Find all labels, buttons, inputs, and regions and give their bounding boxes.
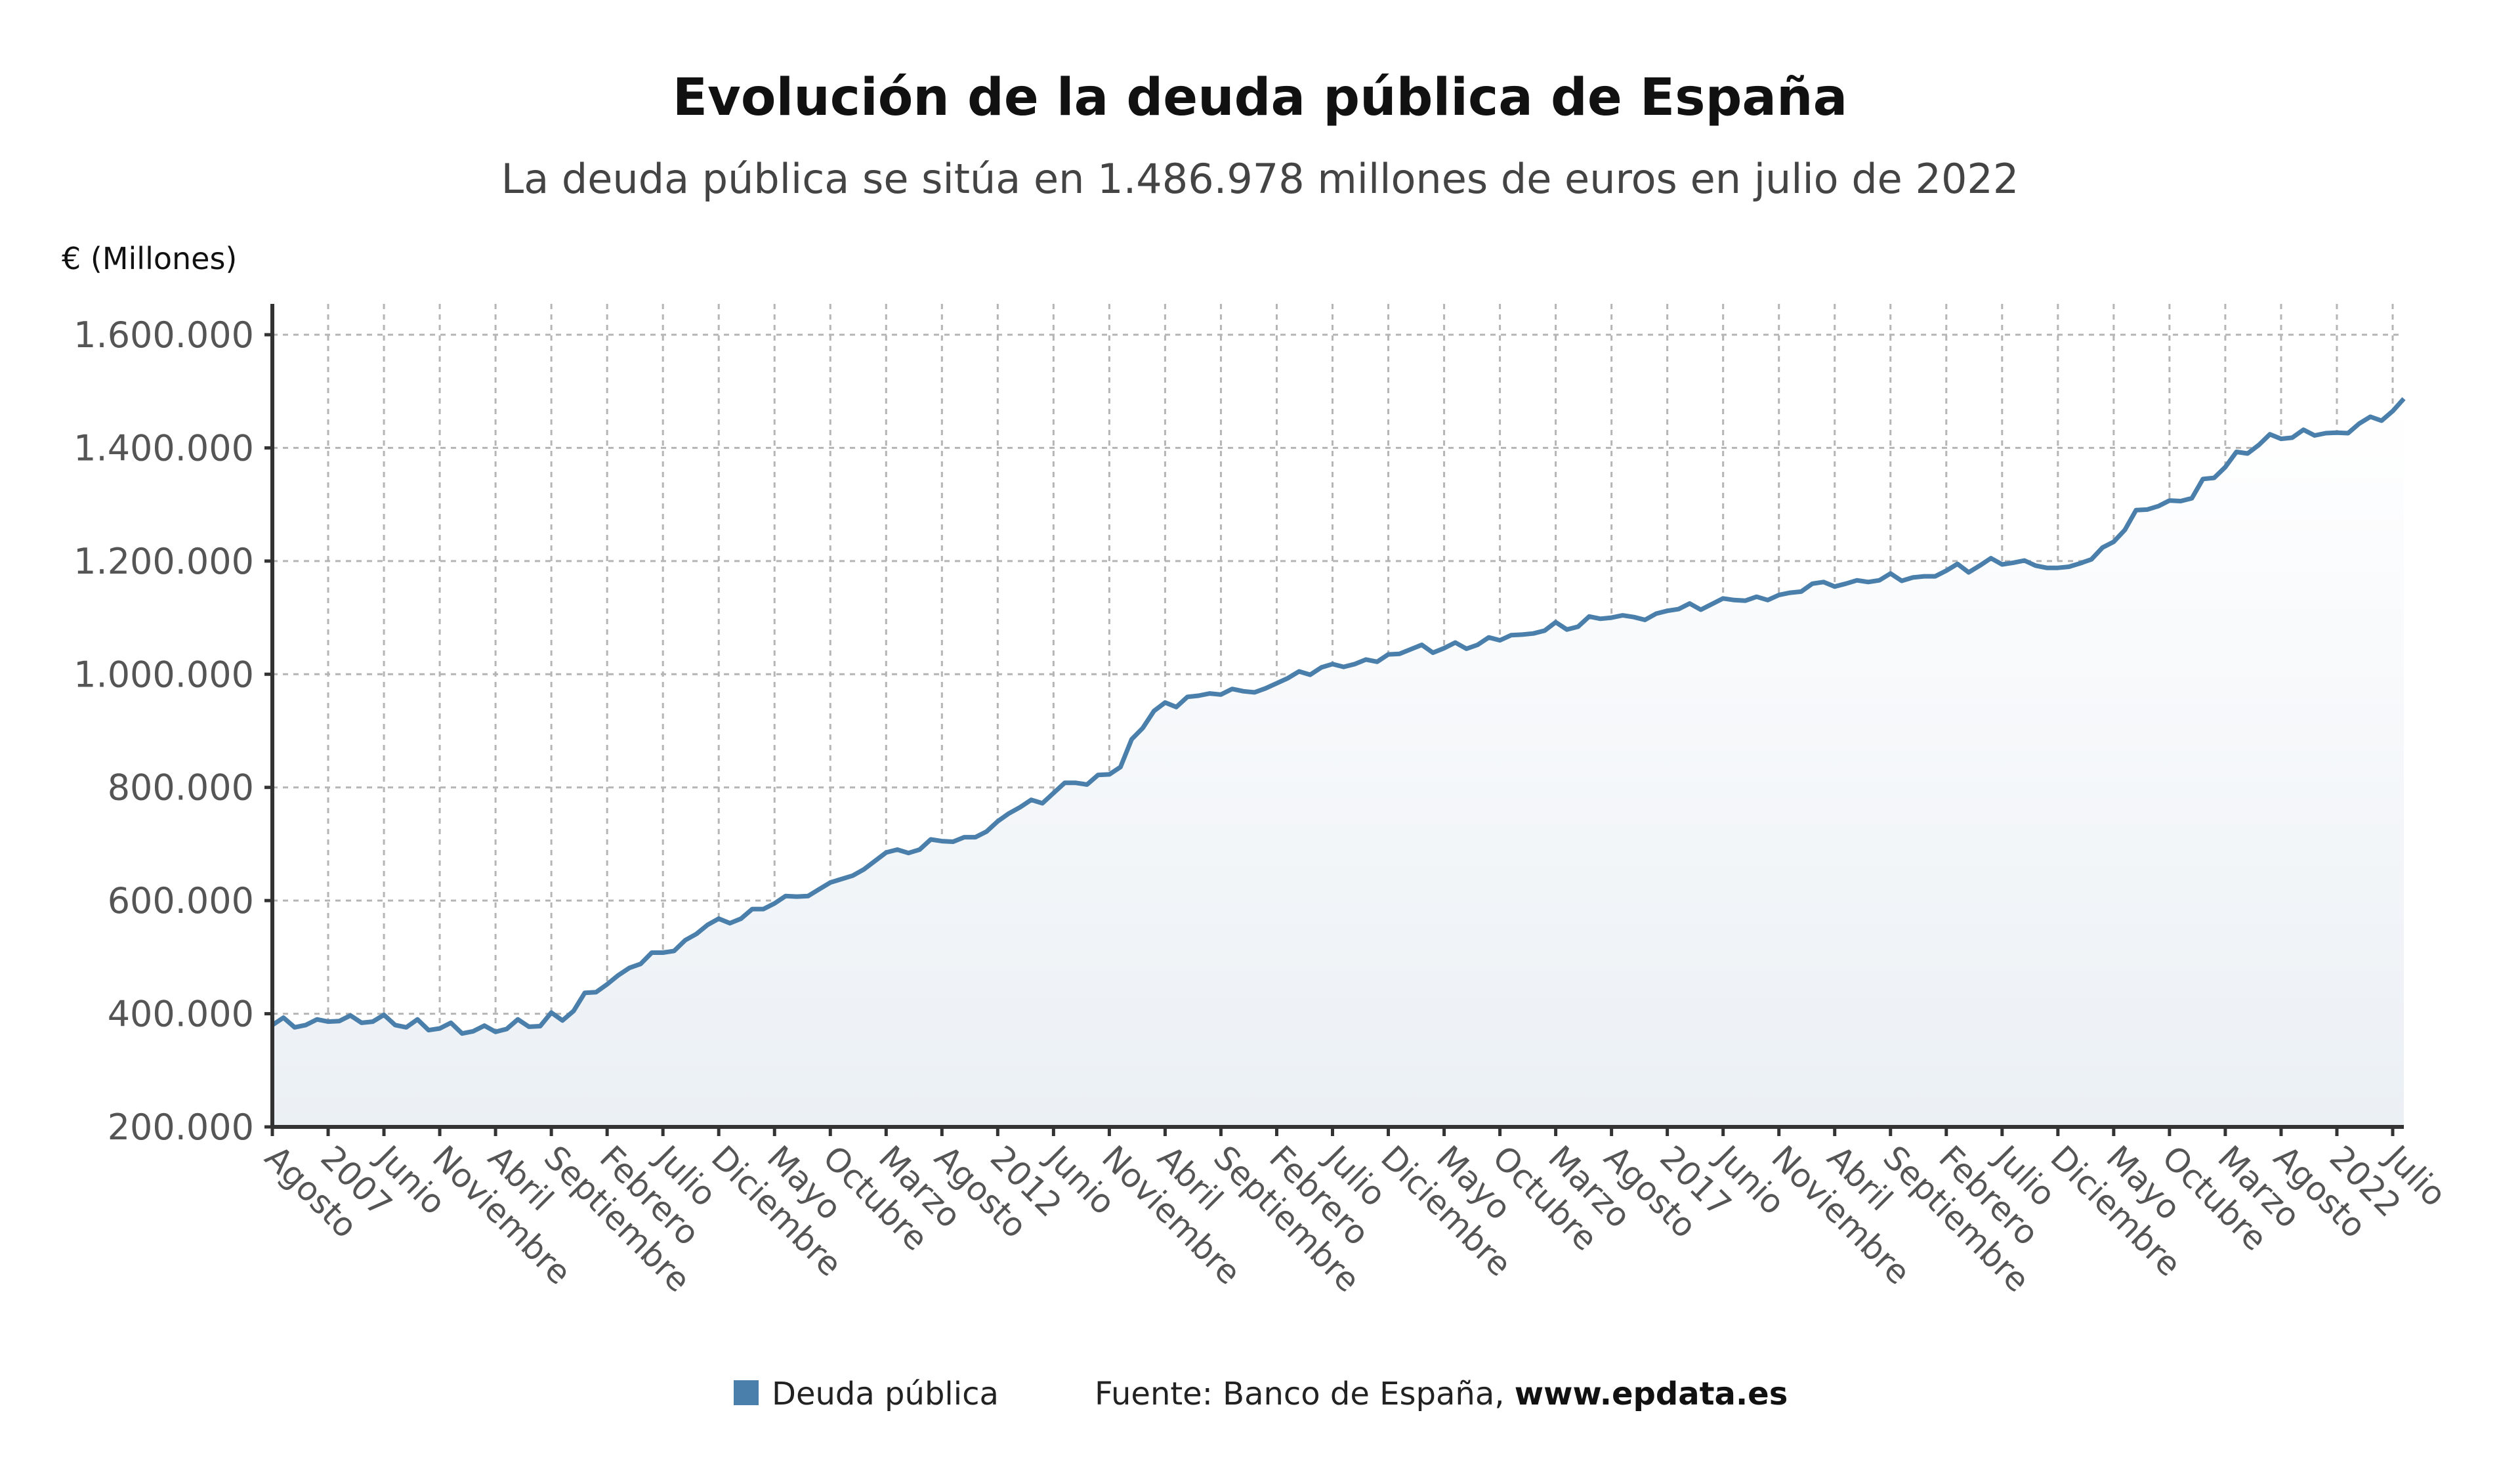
y-tick-label: 600.000 [108, 880, 254, 921]
y-tick-label: 1.000.000 [74, 654, 254, 695]
x-ticks: Agosto2007JunioNoviembreAbrilSeptiembreF… [258, 1127, 2454, 1300]
source-text: Fuente: Banco de España, www.epdata.es [1095, 1376, 1788, 1412]
y-tick-label: 400.000 [108, 994, 254, 1035]
legend: Deuda pública Fuente: Banco de España, w… [734, 1376, 1788, 1412]
y-tick-label: 1.200.000 [74, 541, 254, 582]
series-line [271, 397, 2406, 1036]
source-prefix: Fuente: Banco de España, [1095, 1376, 1515, 1412]
y-axis-label: € (Millones) [62, 241, 237, 276]
y-ticks: 200.000 400.000 600.000 800.000 1.000.000 1.2… [74, 314, 272, 1148]
legend-label: Deuda pública [772, 1376, 999, 1412]
y-tick-label: 800.000 [108, 767, 254, 809]
legend-swatch [734, 1380, 759, 1405]
y-tick-label: 1.600.000 [74, 314, 254, 356]
y-tick-label: 200.000 [108, 1107, 254, 1148]
source-link[interactable]: www.epdata.es [1515, 1376, 1788, 1412]
y-tick-label: 1.400.000 [74, 427, 254, 469]
chart-subtitle: La deuda pública se sitúa en 1.486.978 m… [501, 155, 2019, 203]
axes [270, 304, 2404, 1129]
series-area [272, 398, 2404, 1127]
chart-title: Evolución de la deuda pública de España [673, 68, 1847, 127]
